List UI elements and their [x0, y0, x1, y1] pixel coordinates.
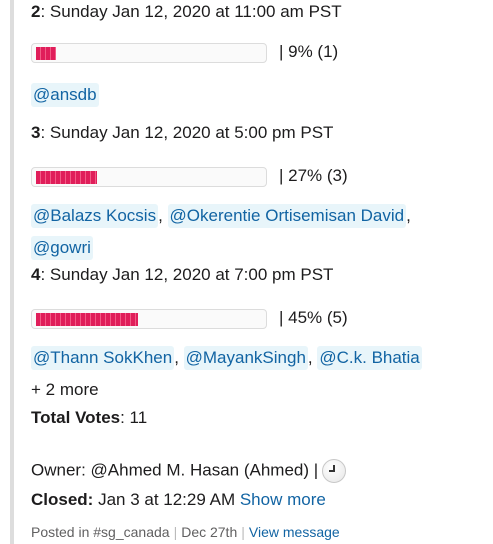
- show-more-link[interactable]: Show more: [239, 490, 326, 509]
- option-4-progress-fill: [36, 313, 138, 326]
- closed-line: Closed: Jan 3 at 12:29 AM Show more: [31, 490, 326, 510]
- clock-icon: [322, 459, 347, 483]
- option-2-result: | 9% (1): [279, 42, 339, 61]
- option-3-progress-bar: [31, 167, 267, 187]
- voter-mention[interactable]: @Thann SokKhen: [31, 346, 175, 370]
- closed-label: Closed:: [31, 490, 94, 509]
- option-number: 3: [31, 123, 41, 142]
- total-votes-value: : 11: [120, 408, 148, 427]
- option-label: : Sunday Jan 12, 2020 at 7:00 pm PST: [40, 265, 334, 284]
- voter-mention[interactable]: @MayankSingh: [183, 346, 308, 370]
- option-2-voters: @ansdb: [31, 79, 491, 111]
- voter-mention[interactable]: @C.k. Bhatia: [317, 346, 422, 370]
- voter-mention[interactable]: @Balazs Kocsis: [31, 204, 159, 228]
- option-3-title: 3: Sunday Jan 12, 2020 at 5:00 pm PST: [31, 123, 333, 143]
- post-date[interactable]: Dec 27th: [181, 524, 238, 540]
- option-3-progress-fill: [36, 171, 97, 184]
- option-2-progress-bar: [31, 43, 267, 63]
- closed-value: Jan 3 at 12:29 AM: [93, 490, 240, 509]
- option-4-title: 4: Sunday Jan 12, 2020 at 7:00 pm PST: [31, 265, 333, 285]
- more-voters[interactable]: + 2 more: [31, 380, 99, 399]
- option-label: : Sunday Jan 12, 2020 at 5:00 pm PST: [40, 123, 334, 142]
- voter-mention[interactable]: @gowri: [31, 236, 93, 260]
- owner-text: Owner: @Ahmed M. Hasan (Ahmed) |: [31, 460, 319, 480]
- quote-bar: [10, 0, 14, 544]
- voter-mention[interactable]: @Okerentie Ortisemisan David: [167, 204, 407, 228]
- option-3-voters: @Balazs Kocsis, @Okerentie Ortisemisan D…: [31, 200, 491, 264]
- option-3-result: | 27% (3): [279, 166, 348, 185]
- message-footer: Posted in #sg_canada | Dec 27th | View messa…: [31, 524, 340, 540]
- total-votes: Total Votes: 11: [31, 408, 147, 428]
- option-4-result: | 45% (5): [279, 308, 348, 327]
- option-4-progress-bar: [31, 309, 267, 329]
- total-votes-label: Total Votes: [31, 408, 121, 427]
- option-2-title: 2: Sunday Jan 12, 2020 at 11:00 am PST: [31, 2, 342, 22]
- voter-mention[interactable]: @ansdb: [31, 83, 99, 107]
- option-number: 2: [31, 2, 41, 21]
- posted-in-channel[interactable]: Posted in #sg_canada: [31, 524, 170, 540]
- option-number: 4: [31, 265, 41, 284]
- option-label: : Sunday Jan 12, 2020 at 11:00 am PST: [40, 2, 342, 21]
- view-message-link[interactable]: View message: [248, 524, 340, 540]
- option-4-voters: @Thann SokKhen, @MayankSingh, @C.k. Bhat…: [31, 346, 422, 399]
- owner-line: Owner: @Ahmed M. Hasan (Ahmed) |: [31, 459, 347, 483]
- option-2-progress-fill: [36, 47, 56, 60]
